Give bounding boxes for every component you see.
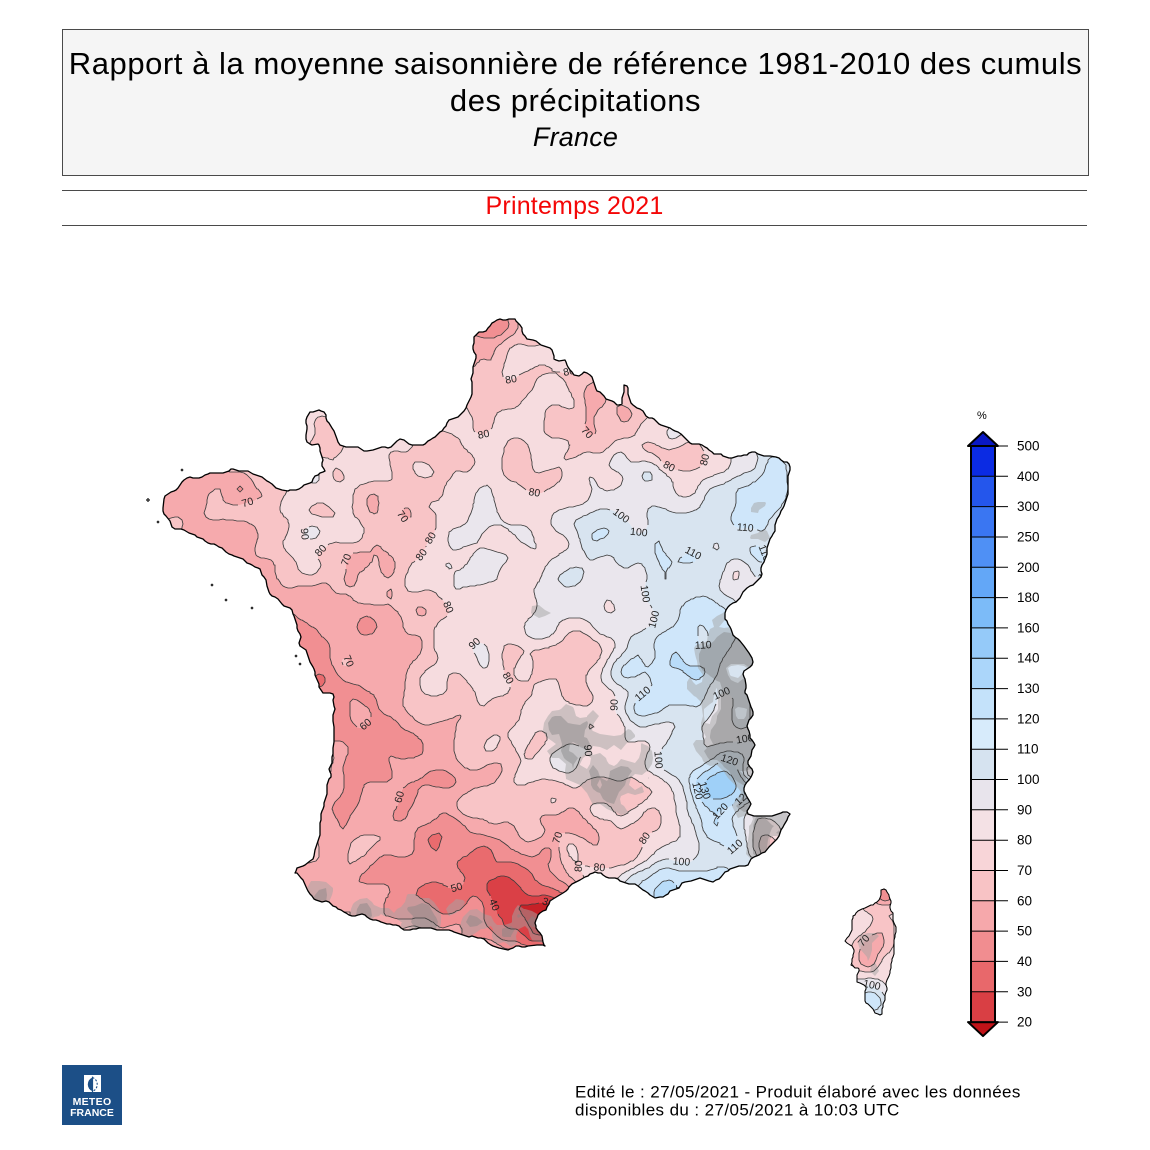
svg-text:110: 110 (1017, 742, 1039, 757)
svg-text:160: 160 (1017, 620, 1040, 635)
svg-text:90: 90 (298, 528, 311, 541)
svg-text:80: 80 (500, 670, 516, 686)
svg-text:80: 80 (477, 428, 491, 442)
svg-text:40: 40 (1017, 954, 1032, 969)
svg-text:50: 50 (1017, 924, 1032, 939)
svg-text:70: 70 (339, 552, 354, 567)
svg-text:80: 80 (573, 860, 586, 872)
svg-text:300: 300 (1017, 499, 1040, 514)
svg-text:70: 70 (550, 830, 565, 845)
svg-text:100: 100 (672, 855, 691, 868)
svg-text:%: % (977, 410, 987, 422)
svg-text:110: 110 (736, 521, 754, 534)
svg-text:METEO: METEO (73, 1096, 112, 1108)
svg-text:100: 100 (735, 732, 754, 747)
svg-text:80: 80 (661, 459, 677, 475)
svg-text:disponibles du : 27/05/2021 à: disponibles du : 27/05/2021 à 10:03 UTC (575, 1101, 900, 1120)
svg-text:120: 120 (673, 884, 685, 902)
svg-text:90: 90 (581, 744, 594, 757)
svg-text:110: 110 (695, 639, 712, 652)
svg-text:60: 60 (392, 790, 407, 805)
svg-text:80: 80 (423, 530, 439, 546)
svg-text:130: 130 (1017, 681, 1040, 696)
svg-text:100: 100 (1017, 772, 1040, 787)
svg-text:100: 100 (862, 978, 882, 993)
svg-text:80: 80 (440, 600, 456, 616)
svg-text:180: 180 (1017, 590, 1040, 605)
svg-text:120: 120 (1017, 711, 1040, 726)
svg-text:30: 30 (1017, 984, 1032, 999)
svg-text:200: 200 (1017, 560, 1040, 575)
svg-text:20: 20 (1017, 1015, 1032, 1030)
svg-text:140: 140 (1017, 651, 1040, 666)
svg-text:60: 60 (1017, 893, 1032, 908)
svg-text:80: 80 (1017, 833, 1032, 848)
svg-text:FRANCE: FRANCE (70, 1107, 114, 1119)
svg-text:100: 100 (629, 526, 648, 540)
svg-text:70: 70 (340, 653, 356, 669)
svg-text:90: 90 (1017, 802, 1032, 817)
svg-text:90: 90 (608, 699, 620, 711)
svg-text:80: 80 (637, 830, 654, 847)
svg-text:120: 120 (719, 752, 740, 769)
svg-text:100: 100 (638, 584, 652, 603)
svg-text:130: 130 (696, 780, 713, 800)
svg-text:80: 80 (504, 373, 518, 387)
svg-text:80: 80 (562, 365, 576, 379)
svg-text:50: 50 (449, 880, 464, 895)
svg-text:80: 80 (698, 453, 712, 467)
svg-text:Edité le : 27/05/2021 - Produi: Edité le : 27/05/2021 - Produit élaboré … (575, 1083, 1021, 1102)
svg-text:70: 70 (1017, 863, 1032, 878)
svg-text:120: 120 (689, 781, 705, 801)
svg-text:70: 70 (240, 495, 255, 510)
svg-text:250: 250 (1017, 530, 1040, 545)
svg-text:80: 80 (528, 486, 542, 500)
svg-text:60: 60 (309, 739, 326, 756)
svg-text:100: 100 (741, 866, 759, 887)
svg-text:40: 40 (486, 897, 501, 912)
svg-text:100: 100 (651, 751, 664, 770)
svg-text:80: 80 (593, 861, 606, 874)
svg-text:400: 400 (1017, 469, 1040, 484)
svg-text:500: 500 (1017, 439, 1040, 454)
svg-text:100: 100 (646, 609, 662, 629)
